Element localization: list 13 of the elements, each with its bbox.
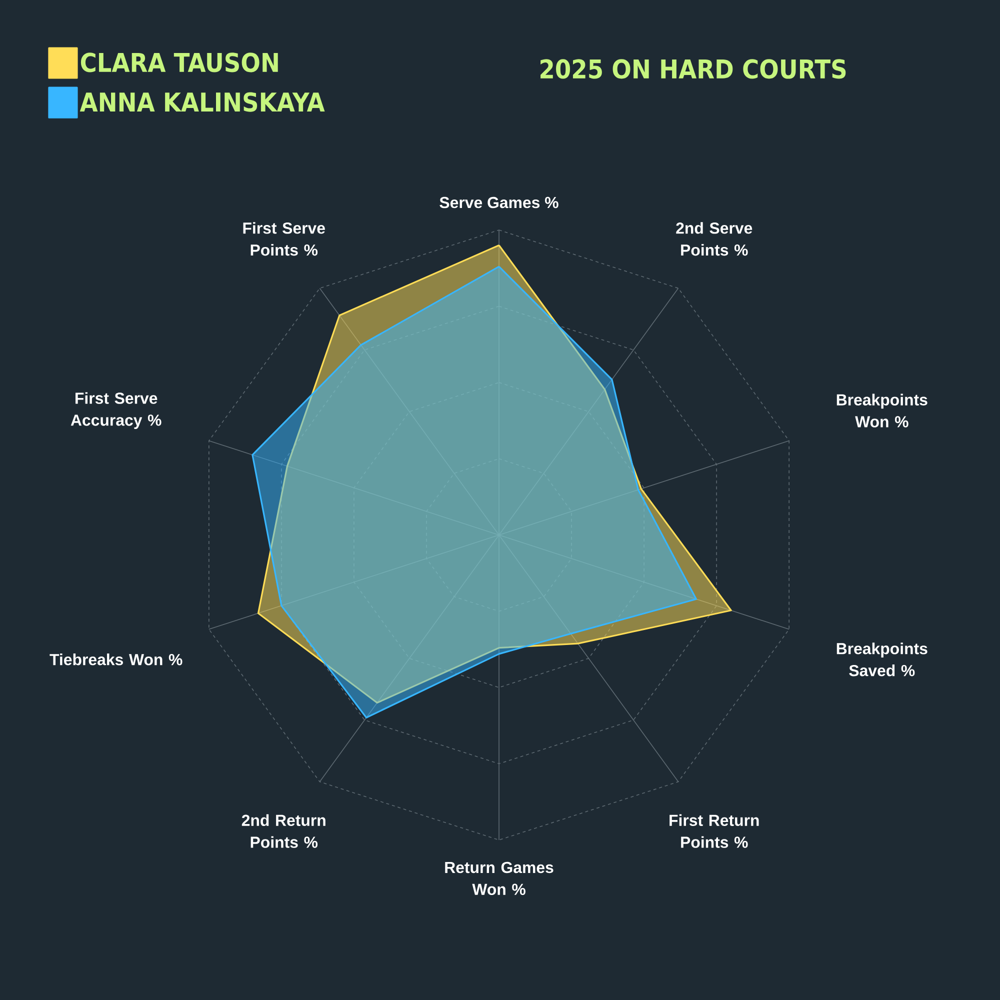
legend-label: ANNA KALINSKAYA: [80, 92, 325, 112]
chart-title: 2025 ON HARD COURTS: [540, 59, 846, 79]
spoke-label: Breakpoints Won %: [836, 394, 928, 428]
spoke-label: First Serve Accuracy %: [70, 392, 162, 429]
spoke-label: Tiebreaks Won %: [50, 654, 182, 666]
spoke-label: First Serve Points %: [243, 222, 325, 256]
spoke-label: First Return Points %: [670, 814, 759, 848]
spoke-label: Return Games Won %: [445, 862, 554, 896]
spoke-label: 2nd Serve Points %: [676, 222, 752, 256]
spoke-label: Breakpoints Saved %: [836, 642, 928, 676]
spoke-label: Serve Games %: [440, 196, 558, 208]
legend-label: CLARA TAUSON: [80, 52, 278, 72]
spoke-label: 2nd Return Points %: [242, 814, 326, 848]
